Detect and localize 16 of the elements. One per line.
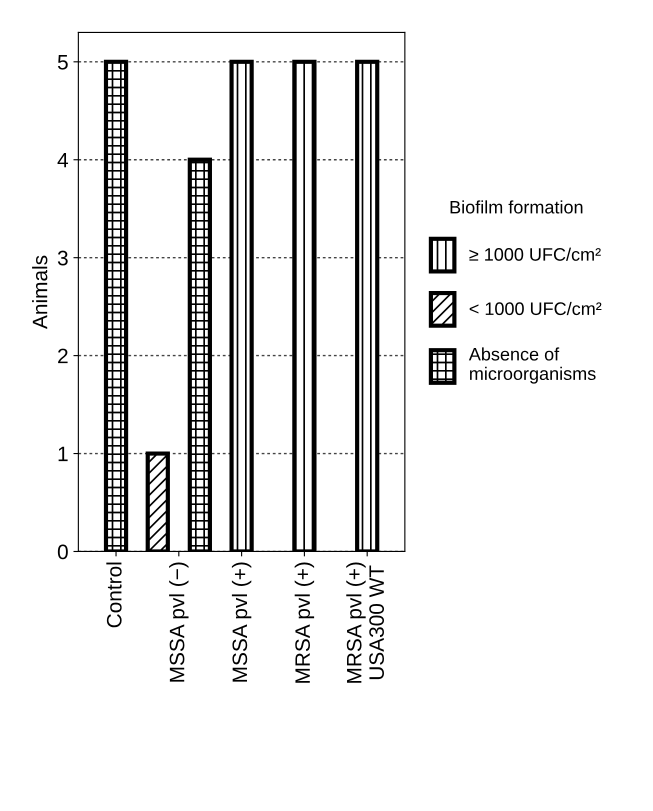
y-tick-label: 5	[58, 55, 68, 70]
y-tick-label: 1	[58, 446, 68, 462]
x-tick-label: MRSA pvl (+) USA300 WT	[346, 562, 384, 683]
legend-title: Biofilm formation	[450, 200, 582, 214]
legend-label: < 1000 UFC/cm²	[470, 302, 602, 316]
x-tick-label: Control	[106, 562, 122, 628]
y-tick-label: 0	[58, 544, 68, 560]
x-tick-label: MSSA pvl (+)	[232, 562, 252, 682]
x-tick-label: MRSA pvl (+)	[294, 562, 314, 683]
legend-label: ≥ 1000 UFC/cm²	[469, 248, 601, 261]
y-tick-label: 4	[58, 152, 68, 168]
x-tick-label: MSSA pvl (−)	[169, 562, 189, 682]
y-tick-label: 2	[58, 348, 68, 364]
y-axis-title: Animals	[32, 256, 48, 329]
legend-label: Absence of microorganisms	[468, 347, 596, 384]
y-tick-label: 3	[58, 250, 68, 266]
